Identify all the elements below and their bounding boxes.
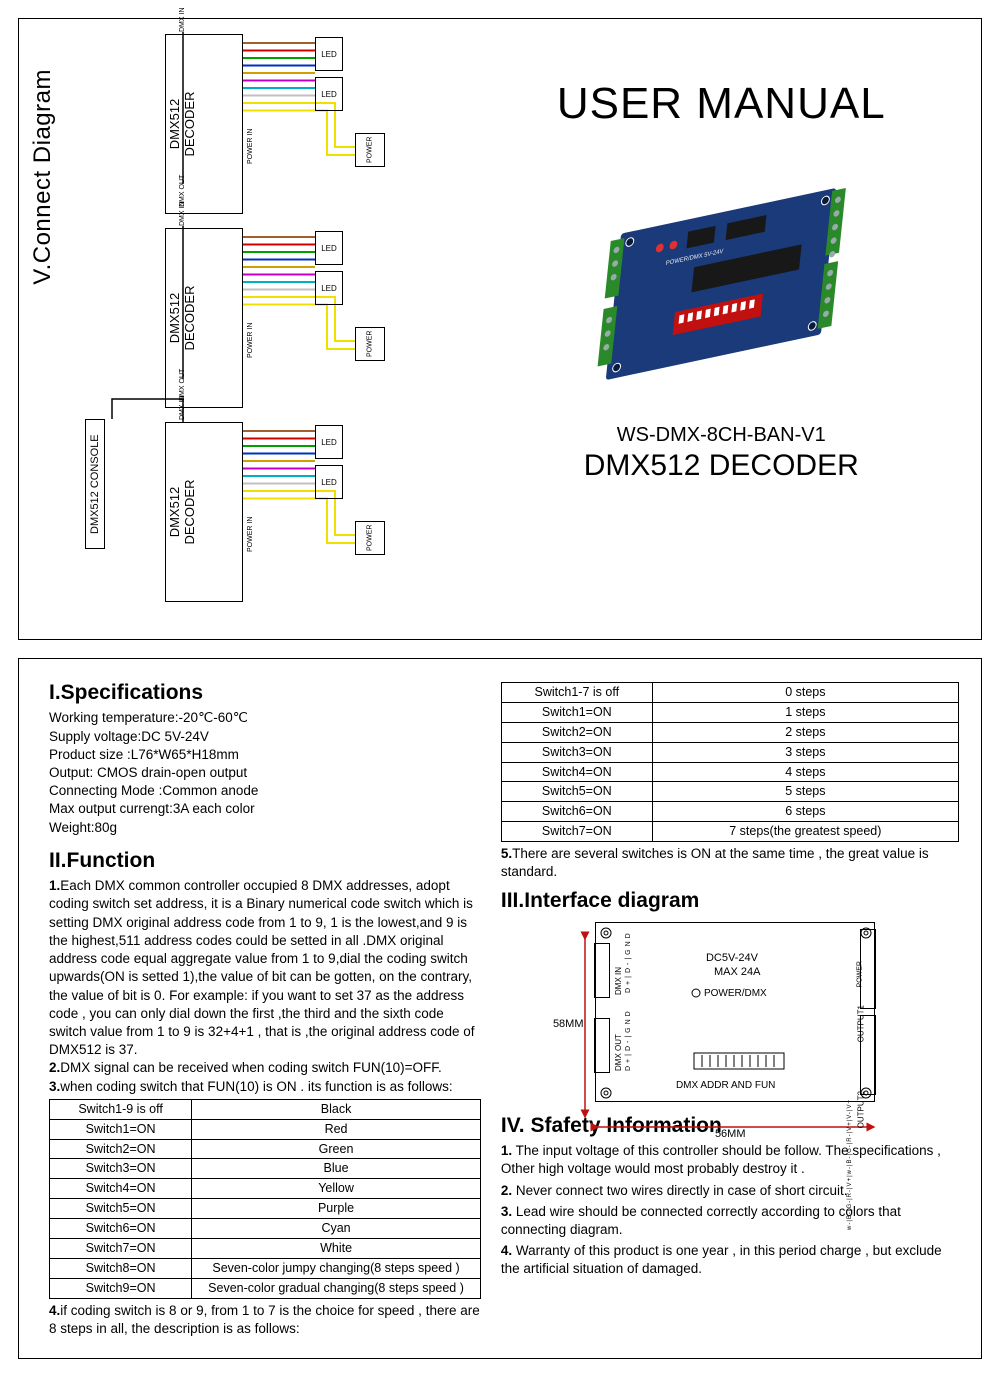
table-cell: 6 steps: [652, 802, 958, 822]
spec-title: I.Specifications: [49, 679, 481, 707]
table-cell: Seven-color gradual changing(8 steps spe…: [192, 1278, 481, 1298]
table-cell: Switch1=ON: [501, 702, 652, 722]
safety-item: 1. The input voltage of this controller …: [501, 1142, 959, 1178]
table-cell: 3 steps: [652, 742, 958, 762]
conn-dmx-out: [594, 1018, 610, 1073]
safety-items: 1. The input voltage of this controller …: [501, 1142, 959, 1279]
interface-diagram: DC5V-24V MAX 24A POWER/DMX DMX ADDR AND …: [595, 922, 875, 1102]
connect-diagram: DMX512 CONSOLE DMX512DECODER DMX IN DMX …: [65, 29, 452, 629]
spec-line: Max output currengt:3A each color: [49, 800, 481, 818]
connect-diagram-title: V.Connect Diagram: [29, 69, 57, 285]
table-cell: Purple: [192, 1199, 481, 1219]
table-cell: Green: [192, 1139, 481, 1159]
table-cell: Switch6=ON: [501, 802, 652, 822]
table-cell: Switch1-7 is off: [501, 683, 652, 703]
table-cell: Switch2=ON: [501, 722, 652, 742]
table-cell: Switch5=ON: [50, 1199, 192, 1219]
dmx-console-box: DMX512 CONSOLE: [85, 419, 105, 549]
top-page: V.Connect Diagram DMX512 CONSOLE DMX512D…: [18, 18, 982, 640]
table-cell: 5 steps: [652, 782, 958, 802]
func-p4: 4.if coding switch is 8 or 9, from 1 to …: [49, 1302, 481, 1338]
func-p5: 5.There are several switches is ON at th…: [501, 845, 959, 881]
spec-line: Weight:80g: [49, 819, 481, 837]
table-cell: Switch2=ON: [50, 1139, 192, 1159]
table-cell: Red: [192, 1119, 481, 1139]
table-cell: 7 steps(the greatest speed): [652, 822, 958, 842]
func-table-speed: Switch1-7 is off0 stepsSwitch1=ON1 steps…: [501, 682, 959, 842]
func-p3: 3.when coding switch that FUN(10) is ON …: [49, 1078, 481, 1096]
pcb-image: POWER/DMX 5V-24V: [561, 169, 881, 404]
table-cell: Switch7=ON: [50, 1238, 192, 1258]
dim-height: 58MM: [553, 1017, 584, 1032]
table-cell: White: [192, 1238, 481, 1258]
spec-lines: Working temperature:-20℃-60℃Supply volta…: [49, 709, 481, 837]
table-cell: Switch9=ON: [50, 1278, 192, 1298]
dim-width: 56MM: [715, 1127, 746, 1142]
spec-line: Product size :L76*W65*H18mm: [49, 746, 481, 764]
safety-item: 3. Lead wire should be connected correct…: [501, 1203, 959, 1239]
decoder-unit: DMX512DECODER DMX IN POWER IN LED LED PO…: [165, 417, 425, 607]
table-cell: 0 steps: [652, 683, 958, 703]
table-cell: Black: [192, 1099, 481, 1119]
table-cell: 4 steps: [652, 762, 958, 782]
conn-dmx-in: [594, 943, 610, 998]
table-cell: Switch3=ON: [50, 1159, 192, 1179]
decoder-unit: DMX512DECODER DMX IN DMX OUT POWER IN LE…: [165, 223, 425, 413]
model-number: WS-DMX-8CH-BAN-V1: [617, 424, 826, 447]
table-cell: Switch1-9 is off: [50, 1099, 192, 1119]
spec-line: Connecting Mode :Common anode: [49, 782, 481, 800]
table-cell: Switch4=ON: [50, 1179, 192, 1199]
safety-item: 4. Warranty of this product is one year …: [501, 1242, 959, 1278]
func-table-colors: Switch1-9 is offBlackSwitch1=ONRedSwitch…: [49, 1099, 481, 1299]
table-cell: Yellow: [192, 1179, 481, 1199]
table-cell: Cyan: [192, 1219, 481, 1239]
product-name: DMX512 DECODER: [584, 449, 859, 483]
table-cell: Switch3=ON: [501, 742, 652, 762]
table-cell: 2 steps: [652, 722, 958, 742]
iface-title: III.Interface diagram: [501, 887, 959, 915]
safety-item: 2. Never connect two wires directly in c…: [501, 1182, 959, 1200]
manual-title: USER MANUAL: [557, 79, 886, 129]
table-cell: Switch5=ON: [501, 782, 652, 802]
func-title: II.Function: [49, 847, 481, 875]
table-cell: Switch8=ON: [50, 1258, 192, 1278]
connect-diagram-panel: V.Connect Diagram DMX512 CONSOLE DMX512D…: [19, 19, 462, 639]
spec-line: Output: CMOS drain-open output: [49, 764, 481, 782]
func-p1: 1.Each DMX common controller occupied 8 …: [49, 877, 481, 1059]
spec-line: Working temperature:-20℃-60℃: [49, 709, 481, 727]
title-panel: USER MANUAL: [462, 19, 981, 639]
interface-diagram-wrap: 58MM 56MM: [565, 922, 895, 1102]
spec-line: Supply voltage:DC 5V-24V: [49, 728, 481, 746]
table-cell: Switch6=ON: [50, 1219, 192, 1239]
table-cell: Switch1=ON: [50, 1119, 192, 1139]
bottom-page: I.Specifications Working temperature:-20…: [18, 658, 982, 1359]
table-cell: Switch4=ON: [501, 762, 652, 782]
table-cell: Blue: [192, 1159, 481, 1179]
decoder-unit: DMX512DECODER DMX IN DMX OUT POWER IN LE…: [165, 29, 425, 219]
table-cell: Seven-color jumpy changing(8 steps speed…: [192, 1258, 481, 1278]
table-cell: Switch7=ON: [501, 822, 652, 842]
table-cell: 1 steps: [652, 702, 958, 722]
func-p2: 2.DMX signal can be received when coding…: [49, 1059, 481, 1077]
